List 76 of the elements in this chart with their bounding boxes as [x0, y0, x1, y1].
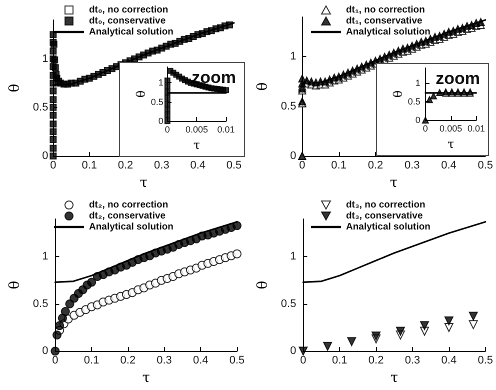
x-axis-title: τ [193, 138, 200, 152]
legend-label: Analytical solution [346, 222, 431, 232]
y-tick-label: 0 [290, 345, 296, 358]
x-tick-label: 0.01 [217, 124, 235, 135]
legend-label: Analytical solution [89, 26, 174, 38]
x-tick-label: 0 [422, 124, 428, 134]
x-tick-label: 0.5 [226, 160, 242, 172]
y-tick-label: 0.5 [408, 96, 420, 106]
x-tick-label: 0.1 [331, 160, 346, 172]
x-tick-label: 0.1 [332, 354, 348, 367]
x-tick-label: 0.2 [120, 354, 136, 367]
legend-label: dt₀, conservative [89, 16, 166, 26]
inset-frame: zoom θ τ 0 0.5 1 0 0.005 0.01 [119, 62, 245, 157]
x-axis-title: τ [142, 370, 150, 386]
y-tick-label: 0.5 [280, 100, 296, 112]
x-tick-label: 0 [299, 160, 306, 172]
y-tick-label: 0 [415, 115, 420, 126]
x-tick-label: 0.005 [440, 124, 462, 134]
x-tick-label: 0.5 [478, 160, 494, 172]
x-tick-label: 0.2 [368, 160, 384, 172]
x-tick-label: 0.2 [118, 160, 134, 172]
x-tick-label: 0.2 [368, 354, 384, 367]
inset-frame: zoom θ τ 0 0.5 1 0 0.005 0.01 [376, 63, 489, 156]
x-axis-title: τ [448, 137, 455, 151]
legend-label: dt₃, conservative [346, 210, 423, 222]
legend-label: dt₂, no correction [89, 200, 168, 210]
x-tick-label: 0.1 [82, 160, 97, 172]
legend-label: dt₁, no correction [346, 4, 426, 16]
legend-label: dt₁, conservative [346, 16, 422, 26]
x-tick-label: 0.1 [84, 354, 100, 367]
legend-label: Analytical solution [89, 222, 174, 232]
y-tick-label: 0 [158, 116, 164, 126]
y-tick-label: 1 [290, 50, 296, 63]
y-tick-label: 0.5 [280, 298, 296, 310]
legend-label: Analytical solution [346, 26, 431, 38]
x-tick-label: 0.3 [156, 354, 172, 367]
x-tick-label: 0.4 [441, 354, 457, 367]
y-axis-title: θ [255, 280, 271, 290]
x-axis-title: τ [390, 175, 398, 191]
x-tick-label: 0.5 [478, 354, 494, 367]
y-tick-label: 0 [290, 150, 296, 162]
x-axis-title: τ [390, 370, 398, 386]
x-tick-label: 0.4 [192, 354, 208, 367]
y-tick-label: 0 [42, 345, 48, 358]
y-axis-title: θ [255, 82, 271, 91]
x-tick-label: 0.3 [404, 354, 420, 367]
y-tick-label: 0.5 [32, 298, 48, 310]
x-tick-label: 0 [50, 160, 56, 172]
y-axis-title: θ [134, 90, 148, 98]
x-tick-label: 0 [300, 354, 306, 367]
y-tick-label: 1 [415, 78, 420, 88]
y-axis-title: θ [7, 84, 23, 92]
x-tick-label: 0.005 [185, 124, 208, 135]
x-tick-label: 0.4 [441, 160, 456, 172]
x-tick-label: 0.4 [190, 160, 206, 172]
x-tick-label: 0.5 [229, 354, 245, 367]
y-tick-label: 1 [42, 52, 48, 65]
legend-label: dt₂, conservative [89, 210, 166, 222]
legend-label: dt₃, no correction [346, 200, 426, 210]
y-axis-title: θ [391, 90, 405, 98]
x-tick-label: 0 [164, 124, 170, 135]
y-tick-label: 0.5 [32, 101, 48, 114]
y-tick-label: 0.5 [150, 96, 164, 107]
y-axis-title: θ [7, 280, 23, 290]
y-tick-label: 1 [158, 77, 164, 88]
y-tick-label: 1 [290, 250, 296, 263]
x-tick-label: 0.3 [154, 160, 170, 172]
x-axis-title: τ [140, 175, 148, 191]
x-tick-label: 0 [52, 354, 58, 367]
annotation: zoom [192, 68, 236, 87]
y-tick-label: 1 [42, 250, 48, 263]
x-tick-label: 0.3 [404, 160, 420, 172]
legend-label: dt₀, no correction [89, 4, 168, 16]
y-tick-label: 0 [42, 150, 48, 162]
annotation: zoom [436, 69, 480, 88]
x-tick-label: 0.01 [467, 124, 486, 134]
